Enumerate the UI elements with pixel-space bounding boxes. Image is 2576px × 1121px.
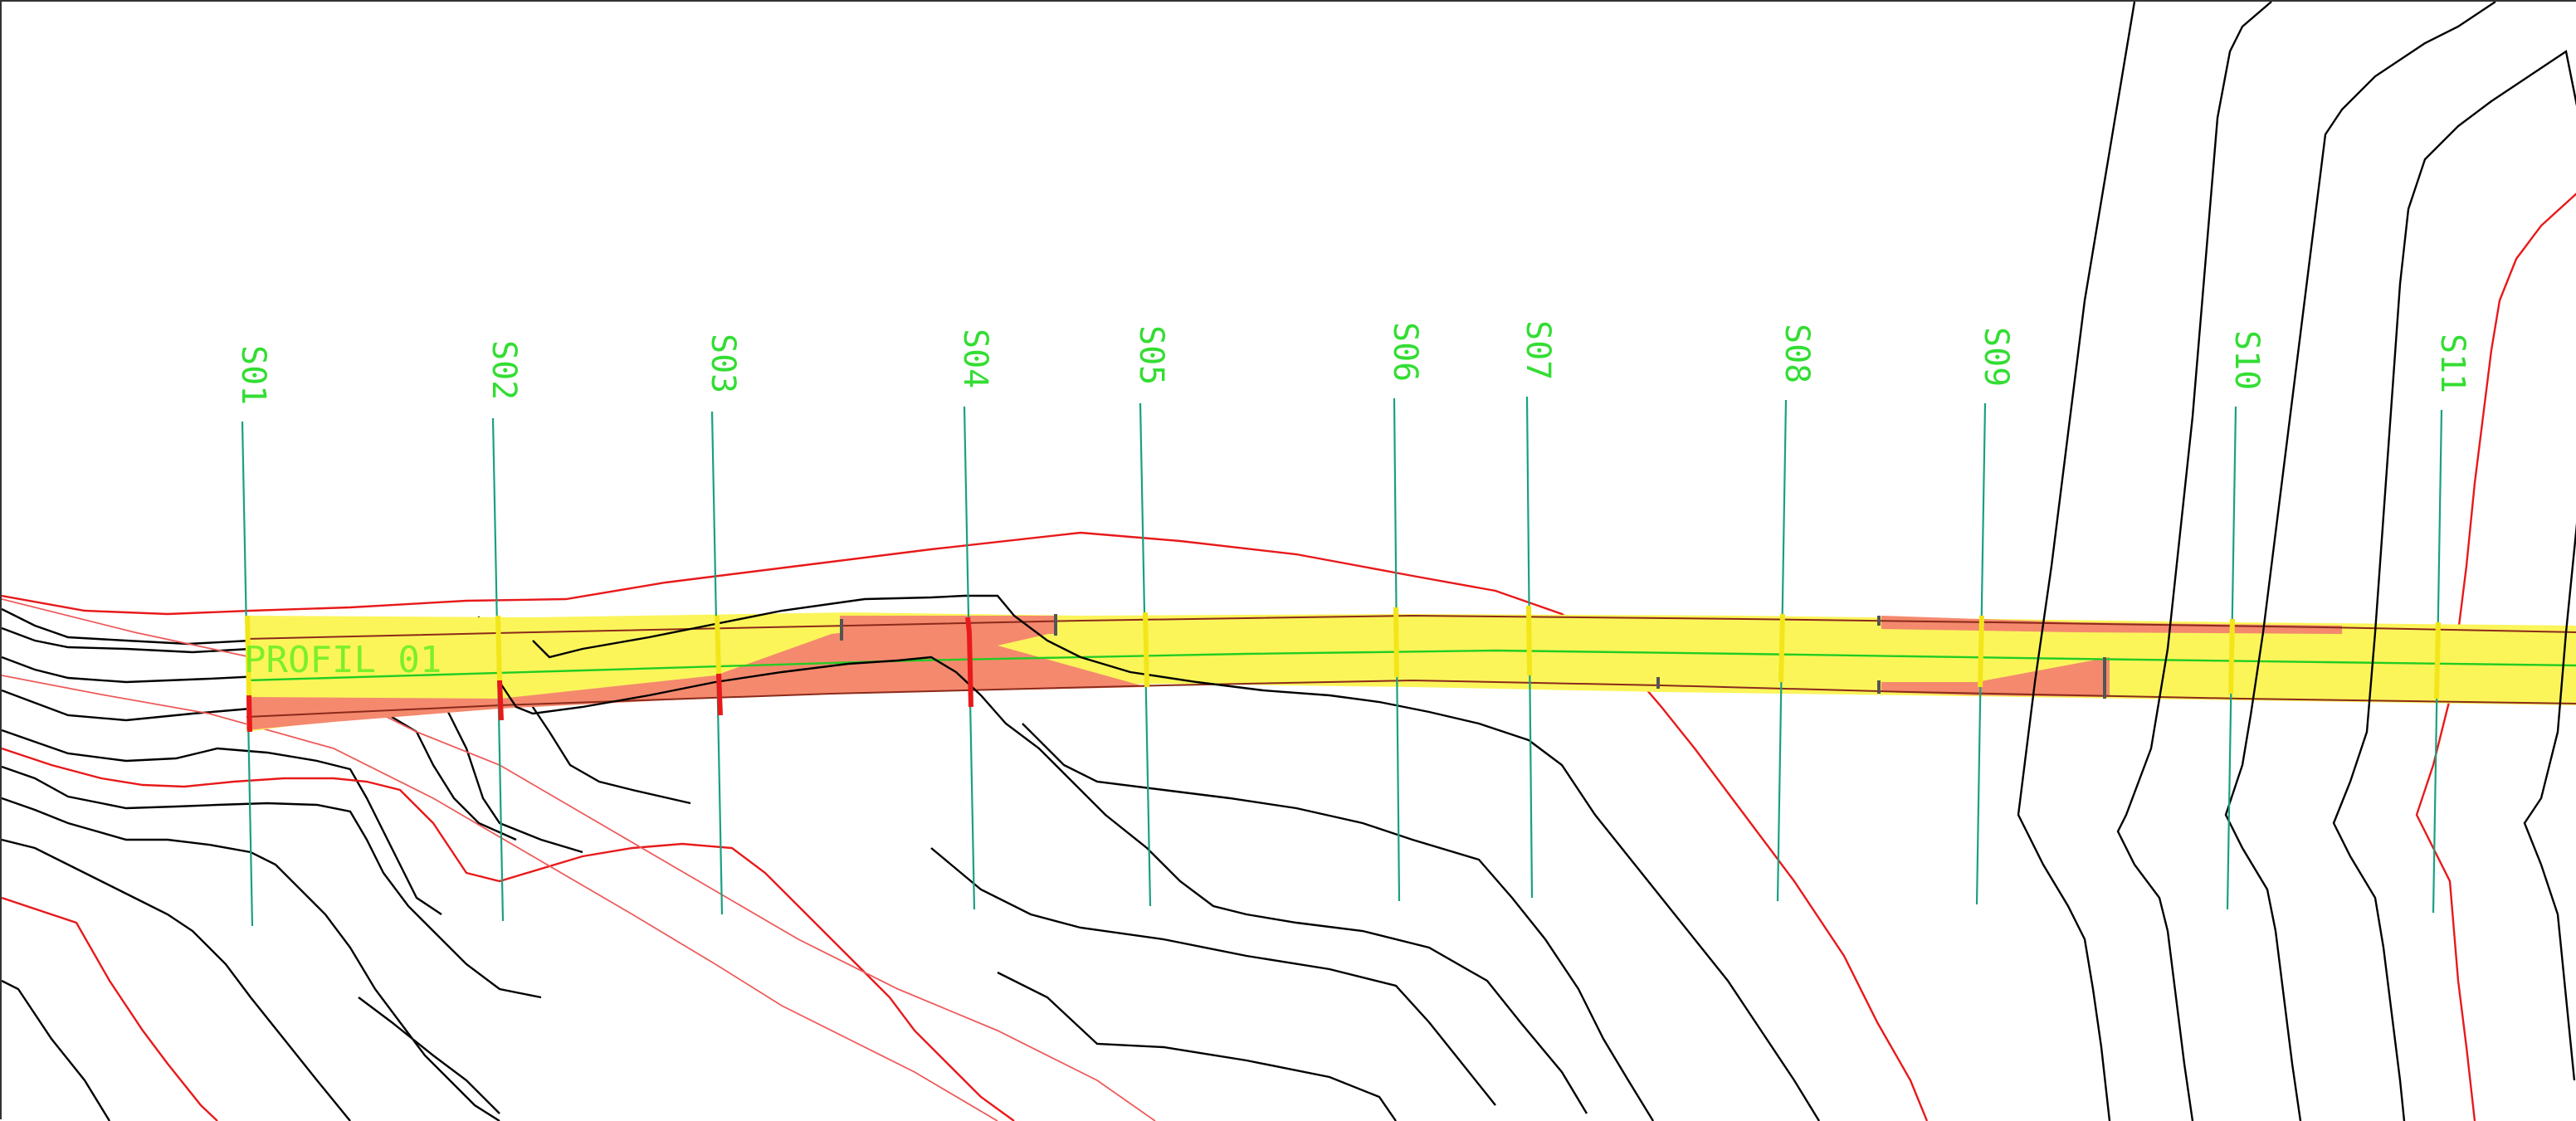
contour-lines-right xyxy=(2017,2,2576,1121)
contour-line xyxy=(499,656,1588,1114)
profile-label: PROFIL 01 xyxy=(244,639,442,681)
contour-line xyxy=(2,765,542,999)
section-label: S07 xyxy=(1519,320,1557,380)
contour-line xyxy=(2224,2,2496,1121)
section-label: S06 xyxy=(1386,322,1424,382)
contour-line xyxy=(2,729,442,915)
section-label: S05 xyxy=(1132,325,1170,385)
contour-line xyxy=(2523,522,2576,1081)
contour-line xyxy=(2332,50,2576,1121)
station-markers xyxy=(840,614,2106,699)
section-label: S03 xyxy=(704,334,742,393)
parcel-line xyxy=(2,896,218,1121)
section-label: S08 xyxy=(1778,324,1816,383)
parcel-line xyxy=(2,747,1015,1121)
section-ticks xyxy=(245,605,2441,733)
contour-line xyxy=(930,847,1496,1106)
parcel-line xyxy=(2,675,998,1121)
contour-line xyxy=(358,997,500,1114)
contour-line xyxy=(2116,2,2272,1121)
cut-zone xyxy=(246,617,1147,730)
cut-zone xyxy=(1881,657,2110,697)
corridor-edge-top xyxy=(246,614,2576,640)
section-label: S04 xyxy=(956,329,994,388)
contour-line xyxy=(532,594,1821,1121)
section-label: S01 xyxy=(234,345,272,405)
contour-line xyxy=(2017,2,2136,1121)
contour-line xyxy=(2,797,500,1121)
section-label: S10 xyxy=(2227,330,2266,390)
contour-line xyxy=(997,971,1397,1121)
profile-centerline xyxy=(246,649,2576,682)
contour-line xyxy=(2,979,111,1121)
section-labels: S01 S02 S03 S04 S05 S06 S07 S08 S09 S10 … xyxy=(234,320,2471,405)
section-label: S09 xyxy=(1977,327,2015,387)
property-boundary-line xyxy=(2,531,1929,1121)
cut-zone xyxy=(840,616,1056,636)
terrain-crossing-lines xyxy=(499,594,1821,1121)
section-label: S02 xyxy=(485,340,523,400)
contour-line xyxy=(2,838,351,1121)
contour-line xyxy=(1022,723,1655,1121)
section-label: S11 xyxy=(2433,334,2471,393)
corridor xyxy=(246,612,2576,732)
